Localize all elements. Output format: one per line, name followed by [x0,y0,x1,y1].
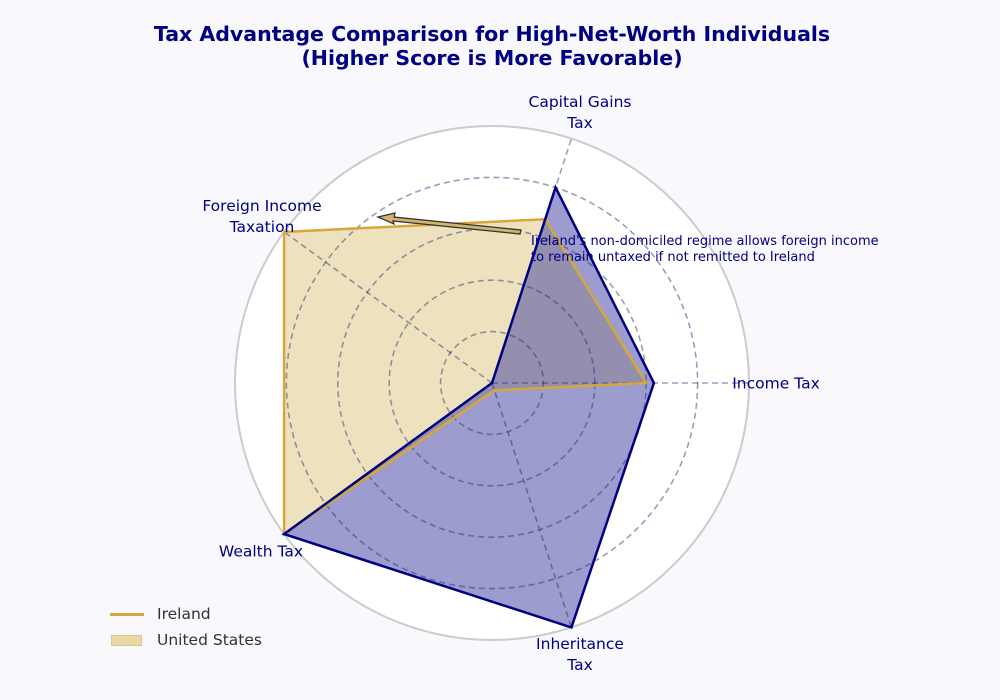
legend-item-united-states: United States [110,627,262,653]
annotation-arrow-icon [375,212,522,235]
chart-subtitle: (Higher Score is More Favorable) [301,46,683,70]
axis-label-foreign-income-taxation: Foreign Income Taxation [202,197,321,236]
axis-spoke [283,231,493,384]
series-line-united-states [281,184,656,629]
axis-label-inheritance-tax: Inheritance Tax [536,635,624,674]
chart-title-line1: Tax Advantage Comparison for High-Net-Wo… [153,22,831,46]
legend-line-swatch [110,612,144,616]
legend-item-ireland: Ireland [110,601,262,627]
chart-title: Tax Advantage Comparison for High-Net-Wo… [0,22,984,70]
grid-ring [285,176,699,590]
grid-ring [336,228,647,538]
grid-ring [439,330,545,436]
legend-label: Ireland [157,605,211,623]
annotation-text: Ireland's non-domiciled regime allows fo… [531,234,879,265]
legend: Ireland United States [110,601,262,653]
grid-ring [388,279,596,487]
legend-label: United States [157,631,262,649]
legend-patch-swatch [111,634,142,646]
series-line-ireland [282,217,649,537]
axis-spoke [491,382,573,628]
axis-label-wealth-tax: Wealth Tax [219,543,303,561]
axis-label-income-tax: Income Tax [732,375,820,393]
axis-label-capital-gains-tax: Capital Gains Tax [529,93,632,132]
